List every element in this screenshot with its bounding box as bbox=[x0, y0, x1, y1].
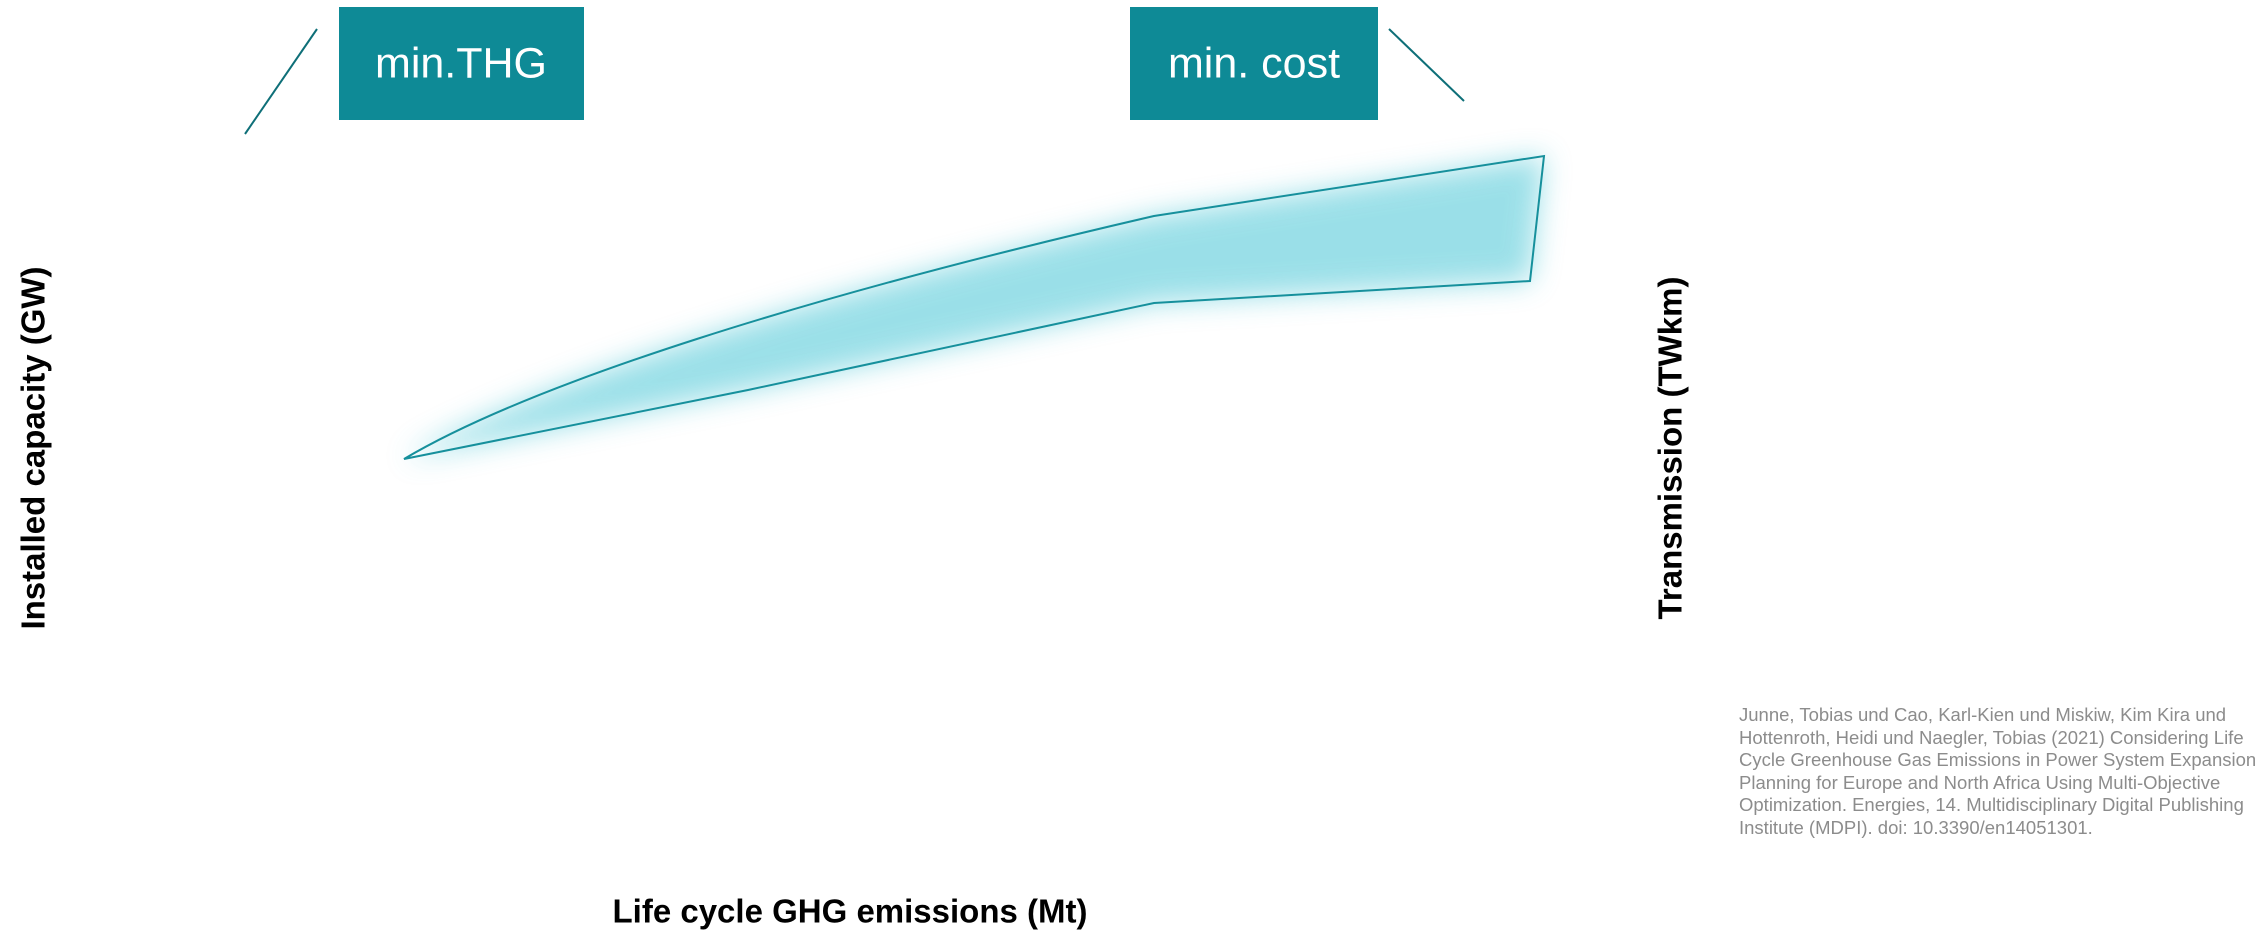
annotation-box bbox=[1130, 7, 1378, 120]
y2-axis-title: Transmission (TWkm) bbox=[1652, 277, 1689, 620]
pareto-glow bbox=[404, 156, 1544, 459]
annotation: min. cost bbox=[1168, 39, 1340, 87]
annotation-line bbox=[244, 28, 318, 135]
annotation-line bbox=[1388, 28, 1465, 102]
citation: Junne, Tobias und Cao, Karl-Kien und Mis… bbox=[1739, 704, 2257, 838]
pareto-outline bbox=[403, 154, 1546, 460]
y-axis-title: Installed capacity (GW) bbox=[15, 266, 52, 629]
annotation-box bbox=[339, 7, 584, 120]
x-axis-title: Life cycle GHG emissions (Mt) bbox=[613, 893, 1088, 930]
annotation: min.THG bbox=[375, 39, 547, 87]
